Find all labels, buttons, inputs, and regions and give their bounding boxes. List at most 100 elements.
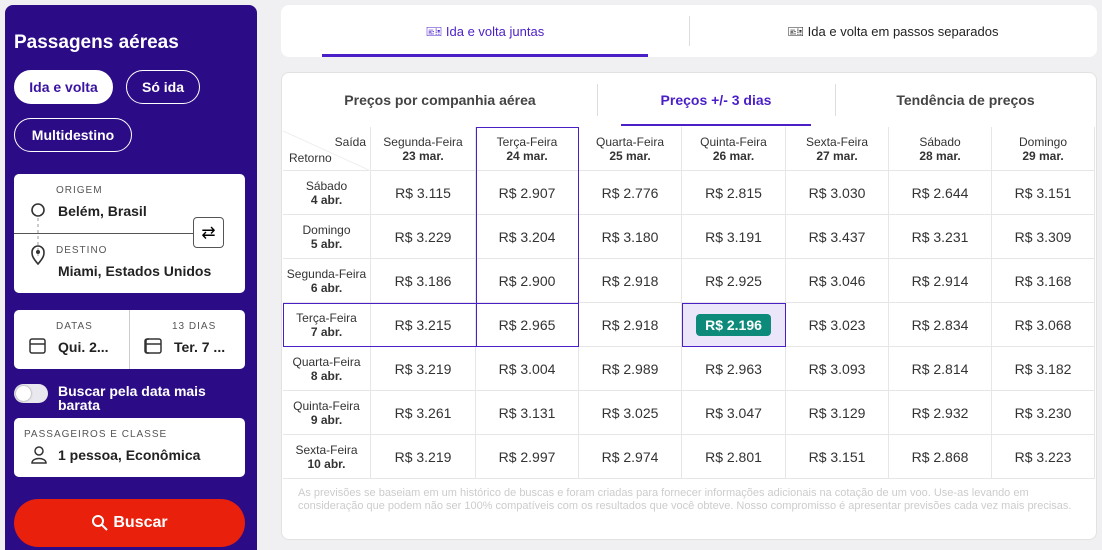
price-cell[interactable]: R$ 3.219 <box>371 347 476 391</box>
price-cell[interactable]: R$ 3.068 <box>992 303 1095 347</box>
price-cell[interactable]: R$ 2.834 <box>889 303 992 347</box>
tab[interactable]: Preços por companhia aérea <box>344 92 536 108</box>
price-cell[interactable]: R$ 3.223 <box>992 435 1095 479</box>
price-cell[interactable]: R$ 2.963 <box>682 347 786 391</box>
price-cell[interactable]: R$ 3.204 <box>476 215 579 259</box>
price-cell[interactable]: R$ 3.182 <box>992 347 1095 391</box>
price-cell[interactable]: R$ 2.868 <box>889 435 992 479</box>
price-cell[interactable]: R$ 2.815 <box>682 171 786 215</box>
price-cell[interactable]: R$ 2.932 <box>889 391 992 435</box>
price-cell[interactable]: R$ 3.004 <box>476 347 579 391</box>
duration-label: 13 DIAS <box>172 321 217 332</box>
price: R$ 3.219 <box>394 448 452 465</box>
row-day: Terça-Feira <box>296 310 357 325</box>
price-cell[interactable]: R$ 3.437 <box>786 215 889 259</box>
price: R$ 2.776 <box>601 184 659 201</box>
top-tab[interactable]: 🎫︎ Ida e volta em passos separados <box>700 24 1086 40</box>
price-cell[interactable]: R$ 2.918 <box>579 303 682 347</box>
row-header: Quarta-Feira 8 abr. <box>283 347 371 391</box>
row-day: Domingo <box>302 222 351 237</box>
price: R$ 3.047 <box>705 404 762 421</box>
price-cell[interactable]: R$ 3.030 <box>786 171 889 215</box>
price-cell[interactable]: R$ 3.191 <box>682 215 786 259</box>
price-cell[interactable]: R$ 3.186 <box>371 259 476 303</box>
price-cell[interactable]: R$ 3.131 <box>476 391 579 435</box>
row-date: 10 abr. <box>307 456 346 471</box>
column-header: Quinta-Feira 26 mar. <box>682 127 786 171</box>
price: R$ 3.437 <box>808 228 866 245</box>
trip-type[interactable]: Só ida <box>126 70 200 104</box>
price: R$ 3.180 <box>601 228 659 245</box>
price: R$ 3.046 <box>808 272 866 289</box>
price-cell[interactable]: R$ 3.115 <box>371 171 476 215</box>
price-cell[interactable]: R$ 3.047 <box>682 391 786 435</box>
price: R$ 3.186 <box>394 272 452 289</box>
price: R$ 2.932 <box>911 404 969 421</box>
swap-button[interactable]: ⇄ <box>193 217 224 248</box>
trip-type[interactable]: Multidestino <box>14 118 132 152</box>
tab[interactable]: Preços +/- 3 dias <box>660 92 772 108</box>
column-header: Sábado 28 mar. <box>889 127 992 171</box>
divider <box>689 16 690 46</box>
price-cell[interactable]: R$ 2.196 <box>682 303 786 347</box>
price-cell[interactable]: R$ 3.229 <box>371 215 476 259</box>
top-tab[interactable]: 🎫︎ Ida e volta juntas <box>322 24 648 40</box>
price-cell[interactable]: R$ 2.974 <box>579 435 682 479</box>
departure: Qui. 2... <box>58 339 109 355</box>
trip-type[interactable]: Ida e volta <box>14 70 113 104</box>
column-header: Sexta-Feira 27 mar. <box>786 127 889 171</box>
column-date: 28 mar. <box>919 148 961 163</box>
price-cell[interactable]: R$ 2.918 <box>579 259 682 303</box>
tab[interactable]: Tendência de preços <box>896 92 1035 108</box>
column-date: 27 mar. <box>816 148 858 163</box>
price-cell[interactable]: R$ 3.230 <box>992 391 1095 435</box>
price-cell[interactable]: R$ 3.046 <box>786 259 889 303</box>
price-cell[interactable]: R$ 2.965 <box>476 303 579 347</box>
top-tab-text: Ida e volta em passos separados <box>807 24 999 39</box>
price-cell[interactable]: R$ 3.093 <box>786 347 889 391</box>
search-button[interactable]: Buscar <box>14 499 245 547</box>
price-cell[interactable]: R$ 2.925 <box>682 259 786 303</box>
price: R$ 3.151 <box>1014 184 1072 201</box>
price-cell[interactable]: R$ 3.309 <box>992 215 1095 259</box>
price-cell[interactable]: R$ 2.907 <box>476 171 579 215</box>
passengers-card[interactable] <box>14 418 245 477</box>
column-date: 26 mar. <box>712 148 755 163</box>
price-cell[interactable]: R$ 3.151 <box>786 435 889 479</box>
price-cell[interactable]: R$ 2.900 <box>476 259 579 303</box>
price-cell[interactable]: R$ 2.776 <box>579 171 682 215</box>
price-cell[interactable]: R$ 2.801 <box>682 435 786 479</box>
footnote: As previsões se baseiam em um histórico … <box>298 487 1072 512</box>
price-cell[interactable]: R$ 2.997 <box>476 435 579 479</box>
price-cell[interactable]: R$ 3.180 <box>579 215 682 259</box>
price-cell[interactable]: R$ 2.989 <box>579 347 682 391</box>
row-header: Domingo 5 abr. <box>283 215 371 259</box>
price-cell[interactable]: R$ 2.914 <box>889 259 992 303</box>
column-day: Segunda-Feira <box>383 134 463 149</box>
column-day: Terça-Feira <box>496 134 558 149</box>
price-cell[interactable]: R$ 3.219 <box>371 435 476 479</box>
divider <box>14 233 194 234</box>
price-cell[interactable]: R$ 3.129 <box>786 391 889 435</box>
price: R$ 2.644 <box>911 184 969 201</box>
price: R$ 3.068 <box>1014 316 1072 333</box>
price: R$ 2.963 <box>705 360 762 377</box>
price-cell[interactable]: R$ 2.644 <box>889 171 992 215</box>
price: R$ 3.229 <box>394 228 452 245</box>
row-header: Quinta-Feira 9 abr. <box>283 391 371 435</box>
price-cell[interactable]: R$ 3.231 <box>889 215 992 259</box>
column-header: Terça-Feira 24 mar. <box>476 127 579 171</box>
price-cell[interactable]: R$ 3.261 <box>371 391 476 435</box>
price: R$ 2.989 <box>601 360 659 377</box>
price-cell[interactable]: R$ 2.814 <box>889 347 992 391</box>
toggle[interactable] <box>14 384 48 403</box>
price-cell[interactable]: R$ 3.023 <box>786 303 889 347</box>
price: R$ 2.974 <box>601 448 659 465</box>
corner-cell <box>283 127 371 171</box>
price-cell[interactable]: R$ 3.168 <box>992 259 1095 303</box>
price-cell[interactable]: R$ 3.025 <box>579 391 682 435</box>
corner-diagonal <box>283 130 371 171</box>
price: R$ 2.900 <box>498 272 556 289</box>
price-cell[interactable]: R$ 3.215 <box>371 303 476 347</box>
price-cell[interactable]: R$ 3.151 <box>992 171 1095 215</box>
